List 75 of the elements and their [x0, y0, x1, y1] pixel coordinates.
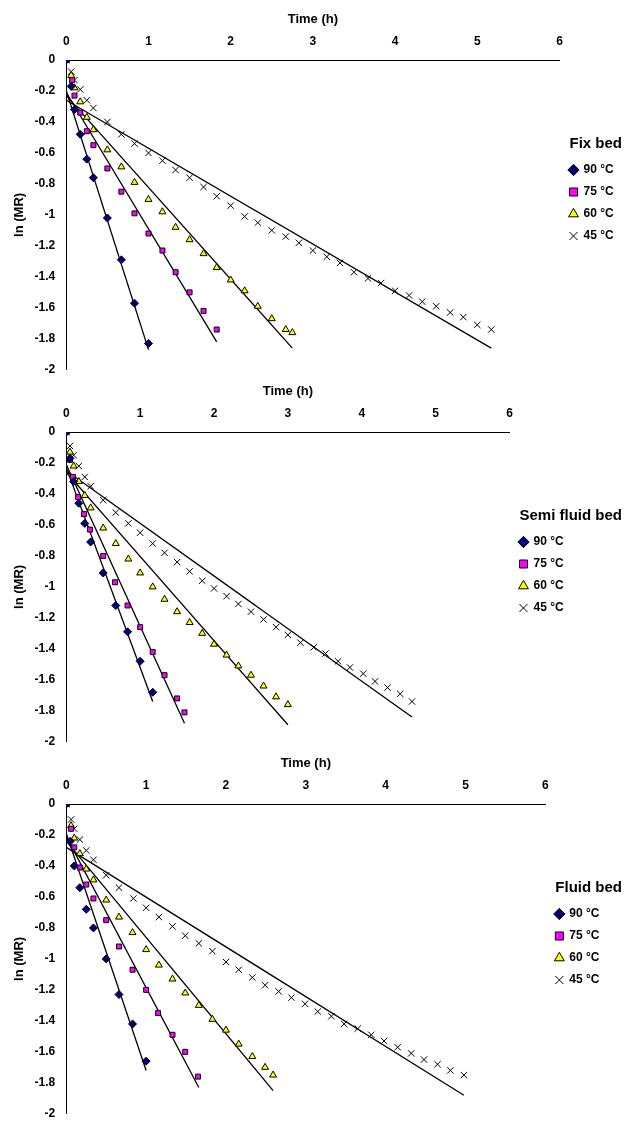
y-tick-label: 0: [48, 424, 56, 439]
y-tick-label: -1.8: [34, 703, 56, 718]
y-tick-label: -1: [44, 951, 56, 966]
x-axis-title: Time (h): [280, 755, 331, 771]
x-tick-label: 1: [142, 778, 150, 793]
y-tick-label: -1.8: [34, 331, 56, 346]
legend-title: Fix bed: [569, 133, 622, 151]
y-tick-label: -1.2: [34, 982, 56, 997]
legend-label: 45 °C: [583, 228, 614, 243]
legend-label: 90 °C: [569, 906, 600, 921]
legend-label: 60 °C: [569, 950, 600, 965]
y-tick-label: -0.6: [34, 517, 56, 532]
x-tick-label: 3: [284, 406, 292, 421]
x-tick-label: 3: [309, 34, 317, 49]
y-tick-label: -1.8: [34, 1075, 56, 1090]
y-tick-label: -1: [44, 207, 56, 222]
y-tick-label: -0.2: [34, 827, 56, 842]
x-tick-label: 5: [473, 34, 481, 49]
y-tick-label: -1.6: [34, 300, 56, 315]
y-axis-title: ln (MR): [11, 192, 27, 237]
y-tick-label: -1: [44, 579, 56, 594]
legend-label: 75 °C: [583, 184, 614, 199]
x-tick-label: 1: [136, 406, 144, 421]
y-axis-title: ln (MR): [11, 936, 27, 981]
y-tick-label: -0.4: [34, 858, 56, 873]
x-tick-label: 0: [62, 778, 70, 793]
y-tick-label: -0.8: [34, 548, 56, 563]
x-tick-label: 0: [62, 406, 70, 421]
x-tick-label: 2: [227, 34, 235, 49]
y-tick-label: -0.6: [34, 889, 56, 904]
x-tick-label: 6: [506, 406, 514, 421]
x-tick-label: 1: [145, 34, 153, 49]
y-tick-label: -1.4: [34, 269, 56, 284]
x-tick-label: 0: [62, 34, 70, 49]
y-tick-label: -1.2: [34, 610, 56, 625]
x-tick-label: 5: [462, 778, 470, 793]
y-axis-title: ln (MR): [11, 564, 27, 609]
y-tick-label: -1.4: [34, 1013, 56, 1028]
x-axis-title: Time (h): [287, 11, 339, 27]
y-tick-label: -0.2: [34, 455, 56, 470]
legend-label: 60 °C: [583, 206, 614, 221]
y-tick-label: -1.2: [34, 238, 56, 253]
x-tick-label: 4: [391, 34, 399, 49]
y-tick-label: -0.2: [34, 83, 56, 98]
x-tick-label: 3: [302, 778, 310, 793]
x-tick-label: 4: [382, 778, 390, 793]
x-tick-label: 6: [556, 34, 564, 49]
y-tick-label: -0.6: [34, 145, 56, 160]
y-tick-label: -0.4: [34, 114, 56, 129]
legend-label: 45 °C: [569, 972, 600, 987]
legend-label: 75 °C: [569, 928, 600, 943]
y-tick-label: -2: [44, 362, 56, 377]
legend-label: 60 °C: [533, 578, 564, 593]
legend-title: Fluid bed: [555, 877, 623, 895]
y-tick-label: -1.4: [34, 641, 56, 656]
y-tick-label: -0.8: [34, 176, 56, 191]
x-tick-label: 2: [210, 406, 218, 421]
legend-label: 90 °C: [533, 534, 564, 549]
y-tick-label: -0.8: [34, 920, 56, 935]
y-tick-label: -1.6: [34, 672, 56, 687]
x-tick-label: 2: [222, 778, 230, 793]
y-tick-label: -0.4: [34, 486, 56, 501]
x-tick-label: 5: [432, 406, 440, 421]
legend-label: 90 °C: [583, 162, 614, 177]
y-tick-label: 0: [48, 52, 56, 67]
y-tick-label: 0: [48, 796, 56, 811]
x-axis-title: Time (h): [262, 383, 314, 399]
legend-title: Semi fluid bed: [519, 505, 622, 523]
legend-label: 45 °C: [533, 600, 564, 615]
y-tick-label: -2: [44, 734, 56, 749]
x-tick-label: 4: [358, 406, 366, 421]
y-tick-label: -1.6: [34, 1044, 56, 1059]
legend-label: 75 °C: [533, 556, 564, 571]
y-tick-label: -2: [44, 1106, 56, 1121]
x-tick-label: 6: [542, 778, 549, 793]
